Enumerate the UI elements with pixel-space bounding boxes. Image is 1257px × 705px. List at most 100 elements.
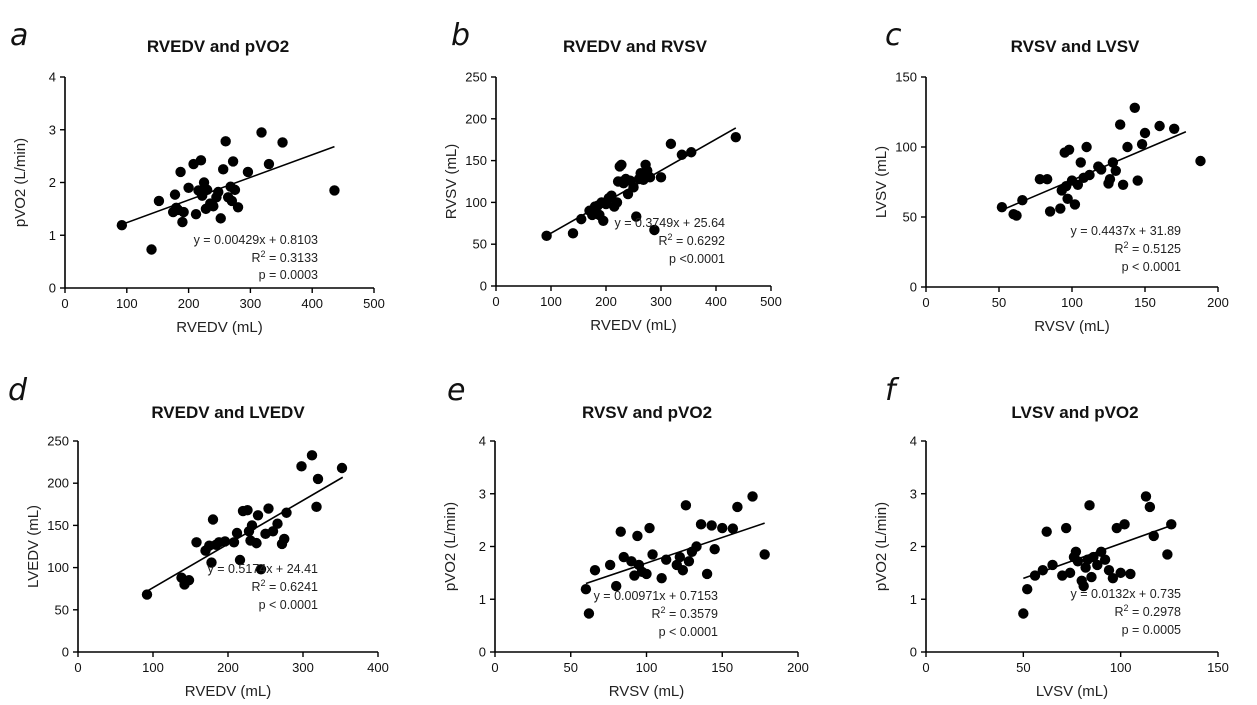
data-point [580,584,592,595]
y-axis-label: pVO2 (L/min) [12,138,29,227]
panel-letter: e [447,373,465,408]
y-tick-label: 100 [47,560,69,575]
data-point [246,520,258,531]
data-point [1103,565,1115,576]
data-point [183,575,195,586]
x-axis-label: LVSV (mL) [1036,683,1108,700]
x-tick-label: 200 [595,294,617,309]
y-tick-label: 0 [480,279,487,294]
data-point [1125,568,1136,580]
r-symbol: R [651,607,660,621]
chart-panel-b: b RVEDV and RVSV 0 100 200 300 400 500 0 50 100 150… [443,18,782,334]
x-tick-label: 0 [61,296,68,311]
r-squared-value: = 0.2978 [1129,605,1182,619]
data-point [730,131,741,143]
x-tick-label: 200 [787,660,809,675]
data-point [1111,522,1122,534]
x-tick-label: 200 [1207,295,1229,310]
data-point [1064,567,1076,579]
data-point [644,522,655,534]
x-tick-label: 100 [1061,295,1083,310]
data-point [234,554,246,566]
data-point [1081,141,1092,153]
data-point [255,564,267,575]
y-tick-label: 3 [49,122,56,137]
chart-title: RVEDV and LVEDV [151,403,305,422]
y-tick-label: 1 [910,592,917,607]
x-tick-label: 400 [301,296,323,311]
x-tick-label: 0 [922,660,929,675]
chart-title: RVEDV and pVO2 [147,37,289,56]
data-point [1154,120,1165,132]
x-tick-label: 50 [992,295,1006,310]
data-point [647,549,658,560]
regression-equation: y = 0.00429x + 0.8103 [194,233,318,247]
data-point [195,155,207,166]
data-point [1078,580,1089,592]
y-tick-label: 4 [910,434,917,449]
y-axis-label: LVSV (mL) [873,146,890,218]
chart-panel-f: f LVSV and pVO2 0 50 100 150 0 1 2 3 4 LVSV (mL) pVO… [873,373,1229,700]
data-point [598,215,609,226]
y-tick-label: 4 [479,434,486,449]
data-point [1114,119,1126,130]
data-point [242,166,254,178]
data-point [281,507,292,518]
data-point [252,510,264,521]
x-tick-label: 150 [1134,295,1156,310]
chart-title: LVSV and pVO2 [1011,403,1138,422]
data-point [611,580,622,592]
x-tick-label: 400 [705,294,727,309]
r-squared-label: R2 = 0.3579 [651,605,718,621]
data-point [701,568,713,580]
chart-panel-e: e RVSV and pVO2 0 50 100 150 200 0 1 2 3 4 RVSV (mL)… [442,373,809,700]
y-axis-label: LVEDV (mL) [25,505,42,588]
data-point [1075,157,1086,168]
data-point [674,551,686,563]
data-point [296,461,307,472]
y-tick-label: 50 [903,210,917,225]
chart-panel-a: a RVEDV and pVO2 0 100 200 300 400 500 0 1 2 3 4 RVED… [10,18,385,336]
data-point [1055,203,1066,214]
y-tick-label: 250 [465,70,487,85]
x-tick-label: 100 [1110,660,1132,675]
x-tick-label: 150 [1207,660,1229,675]
y-tick-label: 3 [479,486,486,501]
data-point [631,211,642,222]
data-point [649,224,660,236]
x-tick-label: 100 [116,296,138,311]
y-axis-label: pVO2 (L/min) [442,502,459,591]
x-tick-label: 300 [240,296,262,311]
data-point [632,530,643,542]
data-point [263,158,275,170]
data-point [1122,141,1133,153]
data-point [677,565,689,576]
y-tick-label: 100 [465,195,487,210]
r-squared-label: R2 = 0.6241 [251,578,318,594]
regression-line [121,145,335,226]
data-point [267,526,279,537]
data-point [277,137,288,148]
p-value: p < 0.0001 [259,598,318,612]
data-point [153,195,165,207]
data-point [1070,546,1082,557]
regression-equation: y = 0.0132x + 0.735 [1070,587,1181,601]
data-point [576,213,587,225]
p-value: p = 0.0003 [259,268,318,282]
data-point [1162,549,1173,560]
y-tick-label: 50 [55,602,69,617]
data-point [141,589,153,600]
r-squared-label: R2 = 0.6292 [658,232,725,248]
data-point [1084,500,1095,511]
data-point [1099,554,1111,565]
superscript-two: 2 [1124,240,1129,250]
y-tick-label: 150 [47,518,69,533]
y-tick-label: 1 [49,228,56,243]
data-point [242,505,253,516]
data-point [251,537,262,549]
data-point [1110,165,1122,176]
y-tick-label: 2 [49,175,56,190]
x-tick-label: 0 [922,295,929,310]
data-point [218,164,229,175]
regression-line [585,522,765,585]
